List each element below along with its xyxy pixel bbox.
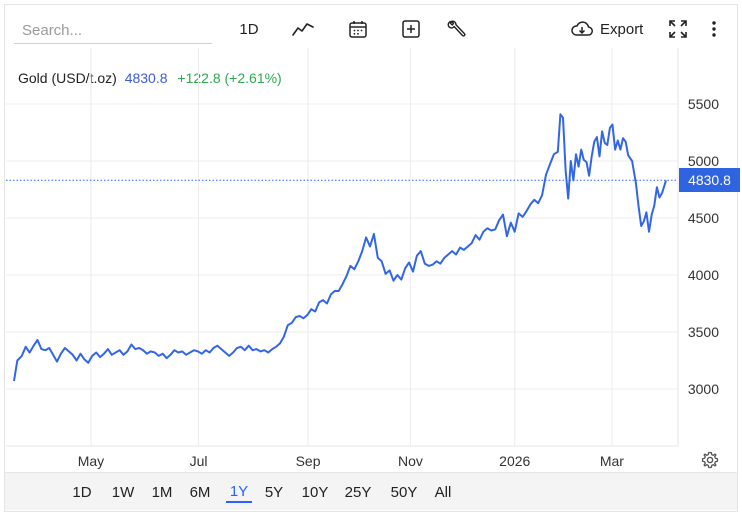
y-tick-label: 3000 [688, 381, 719, 397]
x-tick-label: Sep [296, 453, 321, 469]
x-tick-label: May [78, 453, 104, 469]
calendar-icon [349, 21, 367, 38]
x-tick-label: Nov [398, 453, 423, 469]
wrench-icon [447, 20, 466, 37]
y-tick-label: 4000 [688, 267, 719, 283]
fullscreen-icon [669, 20, 687, 38]
legend-change: +122.8 (+2.61%) [177, 70, 282, 86]
range-button-5y[interactable]: 5Y [264, 483, 284, 501]
chart-grid [6, 48, 679, 447]
x-tick-label: Mar [600, 453, 624, 469]
range-button-50y[interactable]: 50Y [390, 483, 418, 501]
x-tick-label: Jul [190, 453, 208, 469]
range-button-1y[interactable]: 1Y [226, 481, 252, 503]
y-axis: 3000 3500 4000 4500 5000 5500 [688, 96, 719, 397]
legend-price: 4830.8 [124, 70, 168, 86]
fullscreen-button[interactable] [664, 14, 692, 44]
range-button-all[interactable]: All [434, 483, 452, 501]
series-layer [6, 113, 678, 382]
gear-icon[interactable] [700, 450, 720, 470]
cloud-download-icon [571, 21, 593, 36]
x-axis: May Jul Sep Nov 2026 Mar [78, 453, 625, 469]
x-tick-label: 2026 [499, 453, 530, 469]
add-indicator-button[interactable] [396, 14, 426, 44]
date-range-button[interactable] [343, 14, 373, 44]
range-button-1w[interactable]: 1W [111, 483, 135, 501]
y-tick-label: 3500 [688, 324, 719, 340]
export-label: Export [600, 20, 644, 38]
range-button-1m[interactable]: 1M [151, 483, 173, 501]
y-tick-label: 4500 [688, 210, 719, 226]
range-button-25y[interactable]: 25Y [344, 483, 372, 501]
search-input[interactable] [14, 18, 212, 44]
export-button[interactable]: Export [570, 14, 643, 44]
range-button-6m[interactable]: 6M [189, 483, 211, 501]
more-menu-button[interactable] [704, 14, 724, 44]
range-bar: 1D 1W 1M 6M 1Y 5Y 10Y 25Y 50Y All [5, 472, 737, 510]
y-tick-label: 5500 [688, 96, 719, 112]
chart-legend: Gold (USD/t.oz) 4830.8 +122.8 (+2.61%) [18, 70, 282, 86]
y-tick-label: 5000 [688, 153, 719, 169]
chart-widget [4, 4, 738, 512]
chart-type-button[interactable] [288, 14, 318, 44]
range-button-1d[interactable]: 1D [72, 483, 92, 501]
settings-tools-button[interactable] [442, 14, 472, 44]
range-button-10y[interactable]: 10Y [301, 483, 329, 501]
legend-symbol: Gold (USD/t.oz) [18, 70, 117, 86]
series-line-gold [13, 113, 667, 382]
add-indicator-icon [402, 20, 420, 38]
interval-button[interactable]: 1D [239, 20, 259, 38]
more-vertical-icon [712, 21, 716, 37]
last-price-tag: 4830.8 [679, 168, 740, 193]
line-chart-icon [292, 23, 314, 36]
